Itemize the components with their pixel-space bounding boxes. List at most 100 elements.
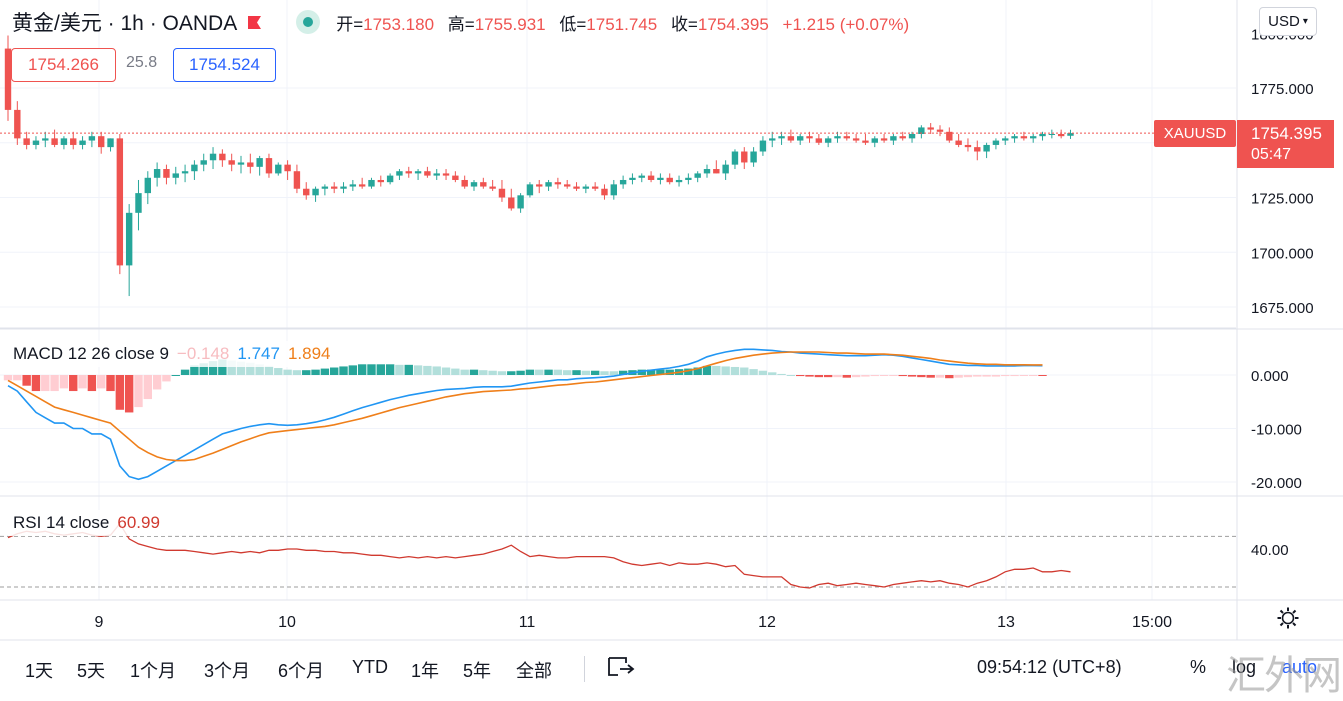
candle-body bbox=[247, 162, 254, 167]
range-6m[interactable]: 6个月 bbox=[278, 661, 325, 681]
auto-toggle[interactable]: auto bbox=[1282, 657, 1318, 677]
candle-body bbox=[107, 138, 114, 148]
candle-body bbox=[703, 169, 711, 174]
sell-price-button[interactable]: 1754.266 bbox=[11, 48, 116, 82]
symbol-title[interactable]: 黄金/美元 · 1h · OANDA bbox=[12, 12, 238, 35]
candle-body bbox=[815, 138, 823, 143]
compare-icon[interactable] bbox=[606, 655, 636, 681]
candle-body bbox=[927, 127, 934, 130]
rsi-legend[interactable]: RSI 14 close 60.99 bbox=[8, 510, 165, 536]
macd-hist-bar bbox=[320, 368, 330, 375]
candle-body bbox=[275, 164, 282, 174]
candle-body bbox=[591, 186, 599, 189]
candle-body bbox=[573, 186, 580, 189]
macd-hist-bar bbox=[190, 365, 199, 375]
rsi-legend-name: RSI 14 close bbox=[13, 513, 110, 532]
candle-body bbox=[489, 186, 496, 189]
candle-body bbox=[731, 151, 739, 165]
range-1m[interactable]: 1个月 bbox=[130, 661, 177, 681]
macd-hist-bar bbox=[330, 367, 339, 375]
candle-body bbox=[778, 136, 785, 139]
candle-body bbox=[191, 164, 198, 172]
candle-body bbox=[70, 138, 77, 145]
macd-hist-bar bbox=[833, 375, 842, 378]
candle-body bbox=[414, 171, 422, 174]
clock[interactable]: 09:54:12 (UTC+8) bbox=[977, 657, 1122, 677]
macd-hist-bar bbox=[134, 375, 143, 408]
macd-histogram bbox=[3, 359, 1047, 413]
candle-body bbox=[209, 153, 217, 161]
macd-hist-bar bbox=[702, 365, 712, 375]
macd-hist-bar bbox=[441, 367, 451, 375]
macd-hist-bar bbox=[180, 369, 190, 375]
candle-body bbox=[992, 140, 1000, 145]
macd-hist-bar bbox=[227, 360, 236, 375]
macd-hist-bar bbox=[3, 375, 13, 381]
gear-icon[interactable] bbox=[1276, 606, 1300, 630]
log-toggle[interactable]: log bbox=[1232, 657, 1257, 677]
candles bbox=[4, 35, 1074, 297]
candle-body bbox=[918, 127, 925, 134]
macd-hist-bar bbox=[600, 371, 609, 375]
range-1d[interactable]: 1天 bbox=[25, 661, 54, 681]
macd-tick-label: -20.000 bbox=[1251, 475, 1302, 492]
macd-hist-bar bbox=[749, 369, 758, 375]
candle-body bbox=[42, 138, 49, 141]
candle-body bbox=[610, 184, 617, 196]
range-1y[interactable]: 1年 bbox=[411, 661, 440, 681]
candle-body bbox=[98, 136, 105, 148]
macd-hist-bar bbox=[469, 369, 479, 375]
candle-body bbox=[685, 177, 692, 180]
bar-countdown: 05:47 bbox=[1251, 146, 1292, 163]
macd-hist-bar bbox=[283, 369, 292, 375]
macd-hist-bar bbox=[395, 364, 404, 375]
candle-body bbox=[172, 173, 179, 178]
macd-hist-bar bbox=[935, 375, 945, 378]
candle-body bbox=[750, 151, 757, 163]
candle-body bbox=[955, 140, 962, 145]
macd-hist-bar bbox=[292, 370, 302, 375]
macd-hist-bar bbox=[246, 362, 255, 375]
range-ytd[interactable]: YTD bbox=[352, 657, 388, 677]
percent-toggle[interactable]: % bbox=[1190, 657, 1207, 677]
candle-body bbox=[946, 131, 953, 141]
candle-body bbox=[60, 138, 68, 145]
macd-signal-value: 1.894 bbox=[287, 344, 331, 363]
price-tick-label: 1675.000 bbox=[1251, 300, 1314, 317]
macd-hist-bar bbox=[479, 370, 488, 375]
macd-hist-bar bbox=[199, 363, 208, 375]
candle-body bbox=[368, 179, 375, 187]
candle-body bbox=[433, 173, 440, 176]
candle-body bbox=[219, 153, 226, 161]
macd-hist-bar bbox=[926, 375, 935, 378]
macd-hist-bar bbox=[721, 366, 730, 375]
candle-body bbox=[629, 177, 636, 180]
candle-body bbox=[675, 179, 683, 183]
market-status-icon[interactable] bbox=[296, 10, 321, 34]
range-5d[interactable]: 5天 bbox=[77, 661, 106, 681]
candle-body bbox=[396, 171, 403, 176]
macd-hist-bar bbox=[842, 375, 851, 378]
candle-body bbox=[237, 162, 245, 165]
candle-body bbox=[871, 138, 878, 143]
candle-body bbox=[1002, 138, 1009, 141]
range-5y[interactable]: 5年 bbox=[463, 661, 492, 681]
candle-body bbox=[312, 188, 319, 196]
candle-body bbox=[694, 173, 701, 178]
macd-hist-bar bbox=[208, 361, 218, 375]
range-all[interactable]: 全部 bbox=[516, 661, 552, 681]
candle-body bbox=[1057, 133, 1065, 137]
macd-hist-bar bbox=[432, 366, 441, 375]
buy-price-button[interactable]: 1754.524 bbox=[173, 48, 276, 82]
rsi-line bbox=[7, 522, 1071, 589]
currency-select[interactable]: USD ▾ bbox=[1259, 7, 1317, 36]
macd-hist-bar bbox=[22, 375, 31, 386]
range-3m[interactable]: 3个月 bbox=[204, 661, 251, 681]
macd-hist-bar bbox=[917, 375, 926, 378]
macd-hist-bar bbox=[106, 375, 115, 392]
candle-body bbox=[228, 160, 235, 165]
flag-icon[interactable] bbox=[247, 15, 262, 30]
macd-hist-bar bbox=[740, 367, 749, 375]
macd-legend[interactable]: MACD 12 26 close 9 −0.148 1.747 1.894 bbox=[8, 341, 336, 367]
